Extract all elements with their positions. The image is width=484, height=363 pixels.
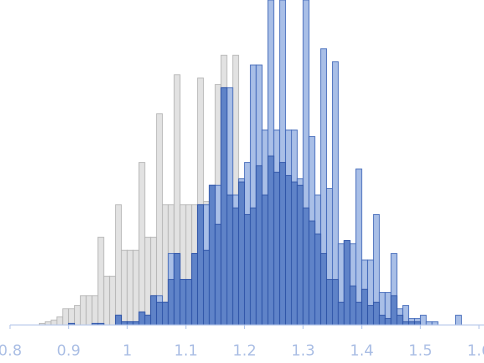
x-tick-label: 1.5 [408,342,432,360]
histogram-bar [249,207,257,326]
histogram-bar [255,165,263,326]
histogram-bar [91,295,99,326]
histogram-bar [162,301,169,326]
histogram-bar [120,249,128,326]
histogram-bar [197,204,204,326]
histogram-bar [138,162,146,326]
histogram-bar [332,279,339,326]
histogram-bar [85,295,93,326]
histogram-bar [320,253,327,326]
histogram-bar [337,301,345,326]
x-tick-label: 0.9 [57,342,81,360]
x-tick-label: 1 [122,342,132,360]
histogram-bar [62,308,70,326]
histogram-bar [74,305,81,326]
histogram-bar [455,314,462,326]
histogram-bar [296,184,304,326]
histogram-bar [261,194,269,326]
x-tick-label: 1.4 [350,342,374,360]
histogram-bar [285,175,292,326]
histogram-bar [355,168,363,326]
histogram-bar [419,314,427,326]
histogram-bar [214,223,222,326]
histogram-bar [232,207,240,326]
histogram-bar [220,87,228,326]
histogram-bar [103,275,111,326]
histogram-bar [302,207,310,326]
x-tick-label: 1.1 [174,342,198,360]
histogram-bar [185,279,193,326]
histogram-bar [50,319,58,326]
histogram-bar [132,249,140,326]
histogram-bar [238,181,245,326]
histogram-bar [396,314,404,326]
histogram-bar [191,253,199,326]
histogram-bar [150,295,157,326]
histogram-bar [56,316,64,326]
histogram-bar [68,308,75,326]
histogram-bar [173,253,181,326]
histogram-bar [144,314,152,326]
x-tick-label: 1.2 [233,342,257,360]
histogram-bar [326,279,333,326]
histogram-bar [179,279,187,326]
histogram-bar [203,249,210,326]
histogram-bar [226,194,234,326]
histogram-bar [349,285,357,326]
histogram-bar [109,275,116,326]
histogram-bar [144,236,152,326]
x-tick-label: 1.3 [291,342,315,360]
histogram-bar [279,162,286,326]
histogram-bar [208,184,216,326]
histogram-bar [361,288,369,326]
histogram-bar [156,301,163,326]
histogram-bar [390,295,398,326]
histogram-bar [273,171,281,326]
histogram-bar [156,113,163,326]
histogram-bar [378,314,386,326]
histogram-bar [355,301,363,326]
histogram-bar [115,204,122,326]
histogram-bar [97,236,105,326]
histogram-bar [367,305,374,326]
histogram-bar [373,301,380,326]
histogram-bar [384,318,392,326]
histogram-bar [308,220,316,326]
histogram-bar [343,240,351,326]
histogram-bar [79,295,87,326]
histogram-bar [290,181,298,326]
histogram-bar [126,249,134,326]
x-tick-label: 0.8 [0,342,22,360]
x-tick-label: 1.6 [467,342,484,360]
histogram-bar [115,314,122,326]
histogram-bar [244,214,251,326]
histogram-bar [167,279,175,326]
histogram-bar [314,233,322,326]
histogram-bar [138,311,146,326]
histogram-bar [267,155,275,326]
